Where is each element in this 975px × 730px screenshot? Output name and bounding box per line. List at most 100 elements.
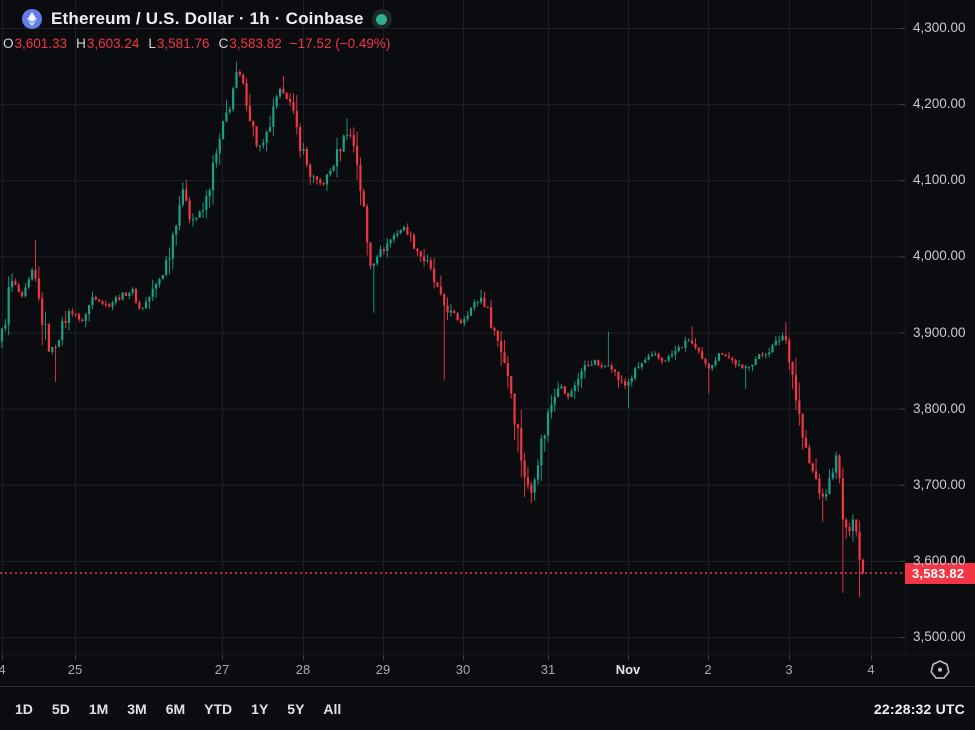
ohlc-high: 3,603.24	[86, 36, 140, 51]
candle	[433, 268, 436, 283]
range-button-ytd[interactable]: YTD	[204, 700, 233, 717]
candle	[409, 234, 412, 236]
price-axis-label: 3,800.00	[913, 400, 966, 416]
price-axis-label: 4,300.00	[913, 20, 966, 35]
candle	[677, 347, 680, 351]
candle	[0, 328, 4, 342]
candle	[37, 278, 40, 299]
ethereum-logo-icon	[22, 9, 42, 29]
candle	[567, 393, 570, 397]
price-axis-label: 3,600.00	[913, 552, 966, 568]
candle	[624, 381, 627, 386]
candle	[299, 127, 302, 152]
range-button-5d[interactable]: 5D	[51, 700, 70, 717]
candle	[808, 447, 811, 464]
range-button-1y[interactable]: 1Y	[251, 700, 269, 717]
time-axis-label: 28	[295, 662, 311, 677]
candle	[449, 310, 452, 313]
candle	[731, 357, 734, 360]
candle	[329, 170, 332, 175]
candle	[419, 251, 422, 257]
range-button-1d[interactable]: 1D	[15, 700, 33, 717]
candle	[235, 71, 238, 89]
time-axis[interactable]: 4 25 27 28 29 30 31 Nov 2 3 4	[0, 654, 975, 687]
candle	[195, 217, 198, 220]
candle	[71, 311, 74, 314]
candle	[111, 302, 114, 307]
candle	[379, 249, 382, 257]
candle	[691, 340, 694, 344]
candle	[429, 260, 432, 269]
candle	[24, 287, 27, 297]
ohlc-open: 3,601.33	[14, 36, 68, 51]
candle	[406, 226, 409, 235]
time-axis-label: 4	[0, 662, 6, 677]
candle	[21, 292, 24, 297]
range-button-3m[interactable]: 3M	[127, 700, 147, 717]
price-axis[interactable]: 4,300.00 4,200.00 4,100.00 4,000.00 3,900.00…	[905, 0, 975, 654]
candle	[737, 364, 741, 366]
candle	[104, 303, 107, 305]
candle	[399, 230, 402, 234]
candle	[771, 345, 774, 353]
candle	[54, 346, 57, 348]
candle	[141, 308, 144, 310]
candle	[660, 358, 664, 362]
candle	[634, 368, 637, 379]
candle	[181, 189, 184, 205]
range-button-1m[interactable]: 1M	[88, 700, 109, 717]
candlestick-chart[interactable]	[0, 0, 905, 654]
symbol-title[interactable]: Ethereum / U.S. Dollar · 1h · Coinbase	[51, 9, 364, 28]
time-axis-settings-icon[interactable]	[928, 658, 952, 682]
candle	[268, 126, 272, 132]
candle	[590, 364, 593, 366]
candle	[272, 106, 275, 127]
current-price-label: 3,583.82	[905, 562, 975, 584]
candle	[630, 378, 633, 382]
candle	[191, 219, 195, 221]
candle	[506, 362, 509, 377]
candle	[138, 302, 141, 309]
candle	[577, 378, 580, 386]
candle	[855, 519, 858, 532]
candle	[198, 211, 201, 218]
candle	[81, 319, 84, 322]
candle	[439, 286, 442, 294]
range-button-6m[interactable]: 6M	[165, 700, 186, 717]
candle	[647, 356, 650, 360]
candle	[124, 292, 128, 296]
candle	[446, 305, 449, 313]
candle	[108, 303, 111, 307]
candle	[593, 360, 597, 365]
market-status-icon	[371, 9, 392, 29]
range-button-5y[interactable]: 5Y	[287, 700, 305, 717]
candle	[282, 88, 285, 94]
candle	[245, 83, 248, 106]
candle	[603, 366, 607, 368]
price-axis-label: 3,500.00	[913, 629, 966, 644]
candle	[205, 196, 208, 211]
candle	[188, 200, 191, 220]
candle	[530, 484, 533, 493]
candle	[704, 359, 707, 364]
range-button-all[interactable]: All	[323, 700, 342, 717]
clock-utc[interactable]: 22:28:32 UTC	[873, 700, 965, 717]
candle	[483, 297, 486, 307]
candle	[443, 293, 446, 306]
candle	[744, 366, 747, 369]
candle	[222, 120, 225, 139]
candle	[724, 354, 727, 357]
candle	[168, 258, 171, 260]
candle	[801, 413, 804, 438]
candle	[416, 248, 419, 252]
candle	[831, 472, 834, 479]
ohlc-close: 3,583.82	[229, 36, 282, 51]
candle	[580, 371, 583, 379]
candle	[248, 105, 251, 121]
candle	[10, 281, 14, 288]
candle	[466, 315, 469, 320]
candle	[77, 314, 81, 320]
candle	[295, 110, 298, 128]
candle	[768, 352, 771, 355]
candle	[289, 98, 292, 102]
